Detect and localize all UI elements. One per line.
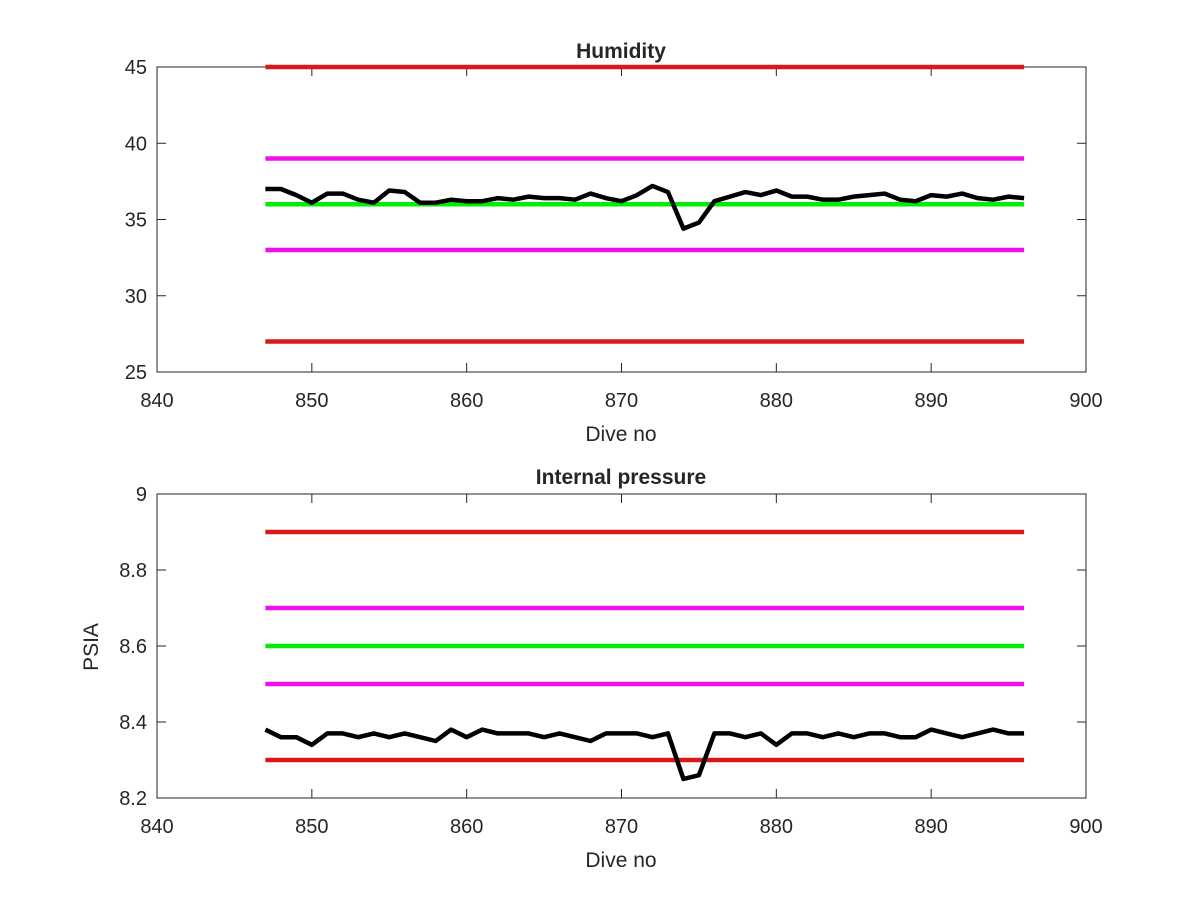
pressure-ytick-label: 8.6 <box>119 636 147 658</box>
humidity-series-line <box>265 183 1025 231</box>
pressure-xtick-label: 890 <box>914 816 947 838</box>
pressure-xtick-label: 880 <box>760 816 793 838</box>
pressure-panel: Internal pressure Dive no PSIA 840 850 860… <box>80 466 1103 872</box>
pressure-ytick-label: 8.4 <box>119 712 147 734</box>
humidity-xtick-label: 890 <box>914 390 947 412</box>
pressure-ylabel: PSIA <box>80 623 103 671</box>
humidity-plot-area: 840 850 860 870 880 890 900 25 30 35 40 45 <box>125 57 1103 412</box>
pressure-xtick-label: 850 <box>295 816 328 838</box>
humidity-title: Humidity <box>576 40 666 63</box>
humidity-ytick-label: 35 <box>125 210 147 232</box>
pressure-series-line <box>264 727 1025 782</box>
pressure-ytick-label: 9 <box>136 484 147 506</box>
humidity-panel: Humidity Dive no 840 850 860 870 880 890 900 25… <box>125 40 1103 446</box>
pressure-plot-area: 840 850 860 870 880 890 900 8.2 8.4 8.6 8.8 9 <box>119 484 1103 838</box>
humidity-ytick-label: 45 <box>125 57 147 79</box>
humidity-ytick-label: 30 <box>125 286 147 308</box>
humidity-ytick-label: 40 <box>125 133 147 155</box>
humidity-xtick-label: 870 <box>605 390 638 412</box>
pressure-xtick-label: 870 <box>605 816 638 838</box>
pressure-xlabel: Dive no <box>585 849 656 872</box>
humidity-xtick-label: 900 <box>1069 390 1102 412</box>
humidity-xtick-label: 860 <box>450 390 483 412</box>
humidity-xtick-label: 850 <box>295 390 328 412</box>
pressure-title: Internal pressure <box>536 466 706 489</box>
humidity-xlabel: Dive no <box>585 423 656 446</box>
humidity-xtick-label: 840 <box>140 390 173 412</box>
pressure-xtick-label: 900 <box>1069 816 1102 838</box>
pressure-ytick-label: 8.2 <box>119 788 147 810</box>
humidity-xtick-label: 880 <box>760 390 793 412</box>
pressure-ytick-label: 8.8 <box>119 560 147 582</box>
pressure-xtick-label: 860 <box>450 816 483 838</box>
humidity-ytick-label: 25 <box>125 362 147 384</box>
pressure-xtick-label: 840 <box>140 816 173 838</box>
